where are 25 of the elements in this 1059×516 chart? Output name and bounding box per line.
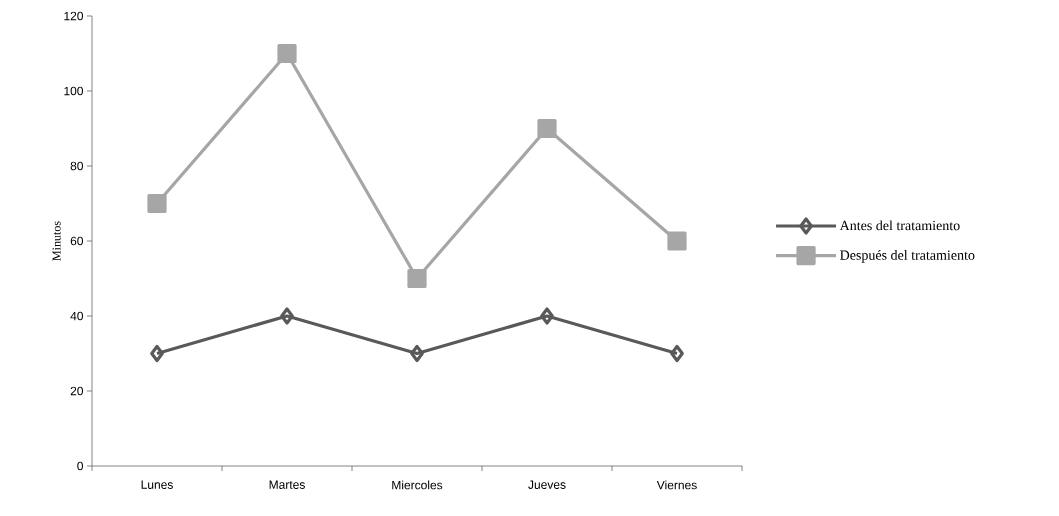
point (280, 307, 294, 325)
point (407, 268, 427, 289)
x-tick-label: Jueves (528, 480, 566, 489)
y-tick-label: 40 (70, 311, 84, 321)
point (670, 344, 684, 363)
point (277, 43, 297, 64)
point (410, 344, 424, 363)
y-tick-label: 100 (64, 86, 84, 96)
x-tick-label: Martes (269, 480, 305, 489)
point (147, 193, 167, 214)
y-tick-label: 20 (70, 386, 84, 396)
x-tick-label: Viernes (656, 480, 697, 490)
point (537, 118, 557, 139)
y-axis-title: Minutos (52, 221, 61, 261)
y-tick-label: 60 (70, 236, 84, 246)
y-tick-label: 80 (70, 161, 84, 171)
x-tick-label: Miercoles (392, 480, 443, 490)
point (667, 231, 687, 251)
x-tick-label: Lunes (141, 480, 173, 489)
y-tick-label: 0 (77, 461, 84, 471)
point (540, 307, 554, 325)
y-tick-label: 120 (64, 11, 84, 21)
legend-label: Después del tratamiento (840, 249, 975, 263)
point (150, 344, 164, 363)
legend-label: Antes del tratamiento (839, 220, 960, 231)
